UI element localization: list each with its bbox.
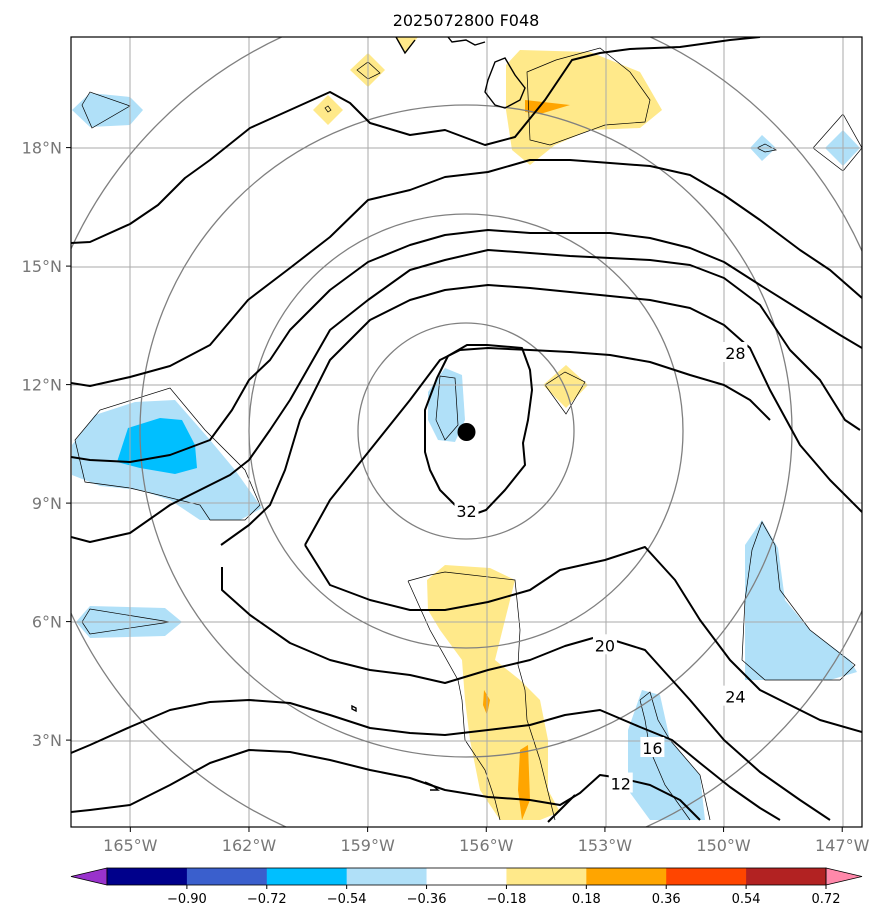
contour-labels: 32 28 24 20 16 12 [454,342,748,794]
negative-shade-region [72,93,143,127]
lat-tick-label: 18°N [22,139,62,158]
map-area: 32 28 24 20 16 12 [71,37,862,827]
colorbar-frame [106,867,827,886]
map-title: 2025072800 F048 [393,11,540,30]
colorbar-extend-low [70,867,108,886]
storm-center-marker [457,423,476,441]
lat-tick-label: 15°N [22,257,62,276]
colorbar-tick-label: −0.18 [487,892,527,907]
contour-label: 28 [725,344,745,363]
lon-tick-label: 150°W [696,836,751,855]
lat-tick-label: 12°N [22,376,62,395]
positive-shade-region [518,745,530,820]
positive-shade-region [543,365,588,408]
lat-tick-label: 3°N [32,731,62,750]
contour-label-bg [608,772,633,793]
lon-tick-label: 159°W [340,836,395,855]
colorbar-tick-label: −0.72 [247,892,287,907]
lon-tick-label: 156°W [459,836,514,855]
colorbar-segment [746,868,827,885]
thick-contours [71,37,862,823]
positive-shade-region [506,50,662,165]
colorbar-tick-label: 0.18 [572,892,601,907]
colorbar: −0.90 −0.72 −0.54 −0.36 −0.18 0.18 0.36 0.54 0.7… [70,867,863,907]
negative-shade-region [628,690,705,820]
colorbar-segment [586,868,667,885]
lat-tick-label: 6°N [32,613,62,632]
contour-label-bg [454,500,479,520]
lon-tick-label: 165°W [103,836,158,855]
colorbar-tick-label: −0.54 [327,892,367,907]
positive-shade-region [395,37,418,53]
colorbar-tick-label: 0.54 [732,892,761,907]
colorbar-segment [426,868,507,885]
lon-tick-label: 147°W [815,836,870,855]
contour-label: 32 [456,502,476,521]
longitude-axis: 165°W 162°W 159°W 156°W 153°W 150°W 147°W [103,827,870,855]
lon-tick-label: 162°W [222,836,277,855]
latitude-axis: 18°N 15°N 12°N 9°N 6°N 3°N [22,139,71,750]
lon-tick-label: 153°W [578,836,633,855]
contour-label-bg [640,737,665,757]
negative-shade-region [745,520,857,680]
contour-label: 24 [725,688,745,707]
colorbar-tick-label: −0.36 [407,892,447,907]
colorbar-segment [107,868,188,885]
colorbar-tick-label: 0.36 [652,892,681,907]
colorbar-segment [666,868,747,885]
contour-label-bg [723,342,748,362]
contour-label-bg [592,634,617,655]
colorbar-segment [506,868,587,885]
contour-label: 12 [611,775,631,794]
colorbar-segment [186,868,268,885]
lat-tick-label: 9°N [32,494,62,513]
contour-label-bg [723,685,748,706]
contour-label: 20 [595,636,615,655]
colorbar-extend-high [825,867,863,886]
colorbar-tick-label: −0.90 [167,892,207,907]
map-frame [70,36,863,828]
colorbar-tick-label: 0.72 [812,892,841,907]
contour-label: 16 [642,739,662,758]
positive-shade-region [313,95,343,125]
colorbar-segment [346,868,428,885]
colorbar-segment [266,868,348,885]
